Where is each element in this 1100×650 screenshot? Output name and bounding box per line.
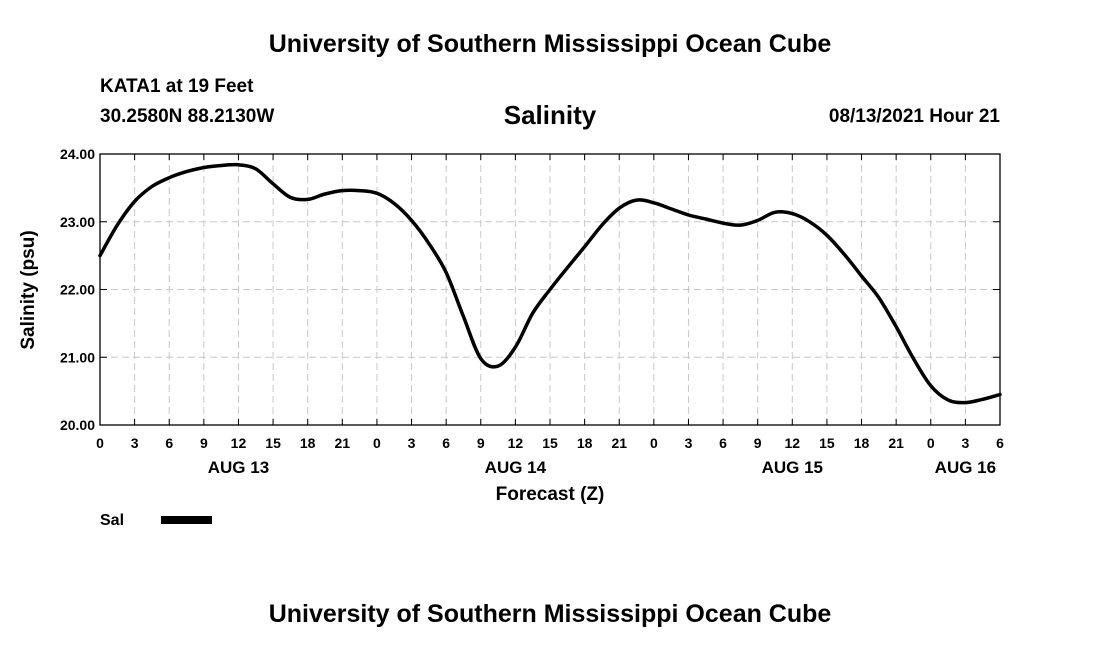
- axis-ticks: [99, 153, 1001, 426]
- x-tick-label: 9: [200, 435, 208, 451]
- x-tick-label: 6: [719, 435, 727, 451]
- date-label: AUG 15: [762, 458, 823, 477]
- y-tick-labels: 20.00 21.00 22.00 23.00 24.00: [60, 146, 95, 433]
- x-tick-label: 18: [577, 435, 593, 451]
- coordinates-label: 30.2580N 88.2130W: [100, 106, 275, 127]
- x-tick-label: 21: [611, 435, 627, 451]
- y-axis-label: Salinity (psu): [18, 230, 39, 349]
- x-tick-label: 12: [785, 435, 801, 451]
- x-tick-label: 3: [131, 435, 139, 451]
- x-tick-label: 21: [888, 435, 904, 451]
- x-tick-label: 0: [650, 435, 658, 451]
- y-tick-label: 22.00: [60, 282, 95, 298]
- x-tick-label: 9: [477, 435, 485, 451]
- x-tick-label: 15: [265, 435, 281, 451]
- x-tick-label: 0: [927, 435, 935, 451]
- x-axis-label: Forecast (Z): [496, 484, 605, 505]
- chart-title: Salinity: [503, 100, 597, 130]
- x-tick-label: 9: [754, 435, 762, 451]
- footer-title: University of Southern Mississippi Ocean…: [268, 600, 832, 628]
- x-tick-label: 12: [231, 435, 247, 451]
- x-tick-label: 15: [819, 435, 835, 451]
- x-tick-label: 6: [996, 435, 1004, 451]
- x-tick-label: 18: [300, 435, 316, 451]
- x-tick-labels: 0 3 6 9 12 15 18 21 0 3 6 9 12 15 18 21 0 3 6 9 12 15 18 21 0 3 6: [96, 435, 1004, 451]
- date-labels: AUG 13 AUG 14 AUG 15 AUG 16: [208, 458, 996, 477]
- x-tick-label: 12: [508, 435, 524, 451]
- y-tick-label: 21.00: [60, 349, 95, 365]
- x-tick-label: 6: [442, 435, 450, 451]
- x-tick-label: 3: [408, 435, 416, 451]
- y-tick-label: 23.00: [60, 214, 95, 230]
- page-title: University of Southern Mississippi Ocean…: [268, 30, 832, 58]
- x-tick-label: 0: [96, 435, 104, 451]
- date-label: AUG 14: [485, 458, 547, 477]
- timestamp-label: 08/13/2021 Hour 21: [828, 106, 1000, 127]
- x-tick-label: 3: [685, 435, 693, 451]
- legend-label: Sal: [100, 512, 124, 529]
- legend-swatch: [161, 516, 212, 524]
- x-tick-label: 18: [854, 435, 870, 451]
- date-label: AUG 16: [935, 458, 996, 477]
- x-tick-label: 3: [961, 435, 969, 451]
- y-tick-label: 20.00: [60, 417, 95, 433]
- x-tick-label: 21: [335, 435, 351, 451]
- series-line-sal: [98, 162, 1002, 405]
- x-tick-label: 6: [165, 435, 173, 451]
- station-label: KATA1 at 19 Feet: [100, 76, 254, 97]
- legend: Sal: [100, 512, 212, 529]
- y-tick-label: 24.00: [60, 146, 95, 162]
- x-tick-label: 0: [373, 435, 381, 451]
- x-tick-label: 15: [542, 435, 558, 451]
- date-label: AUG 13: [208, 458, 269, 477]
